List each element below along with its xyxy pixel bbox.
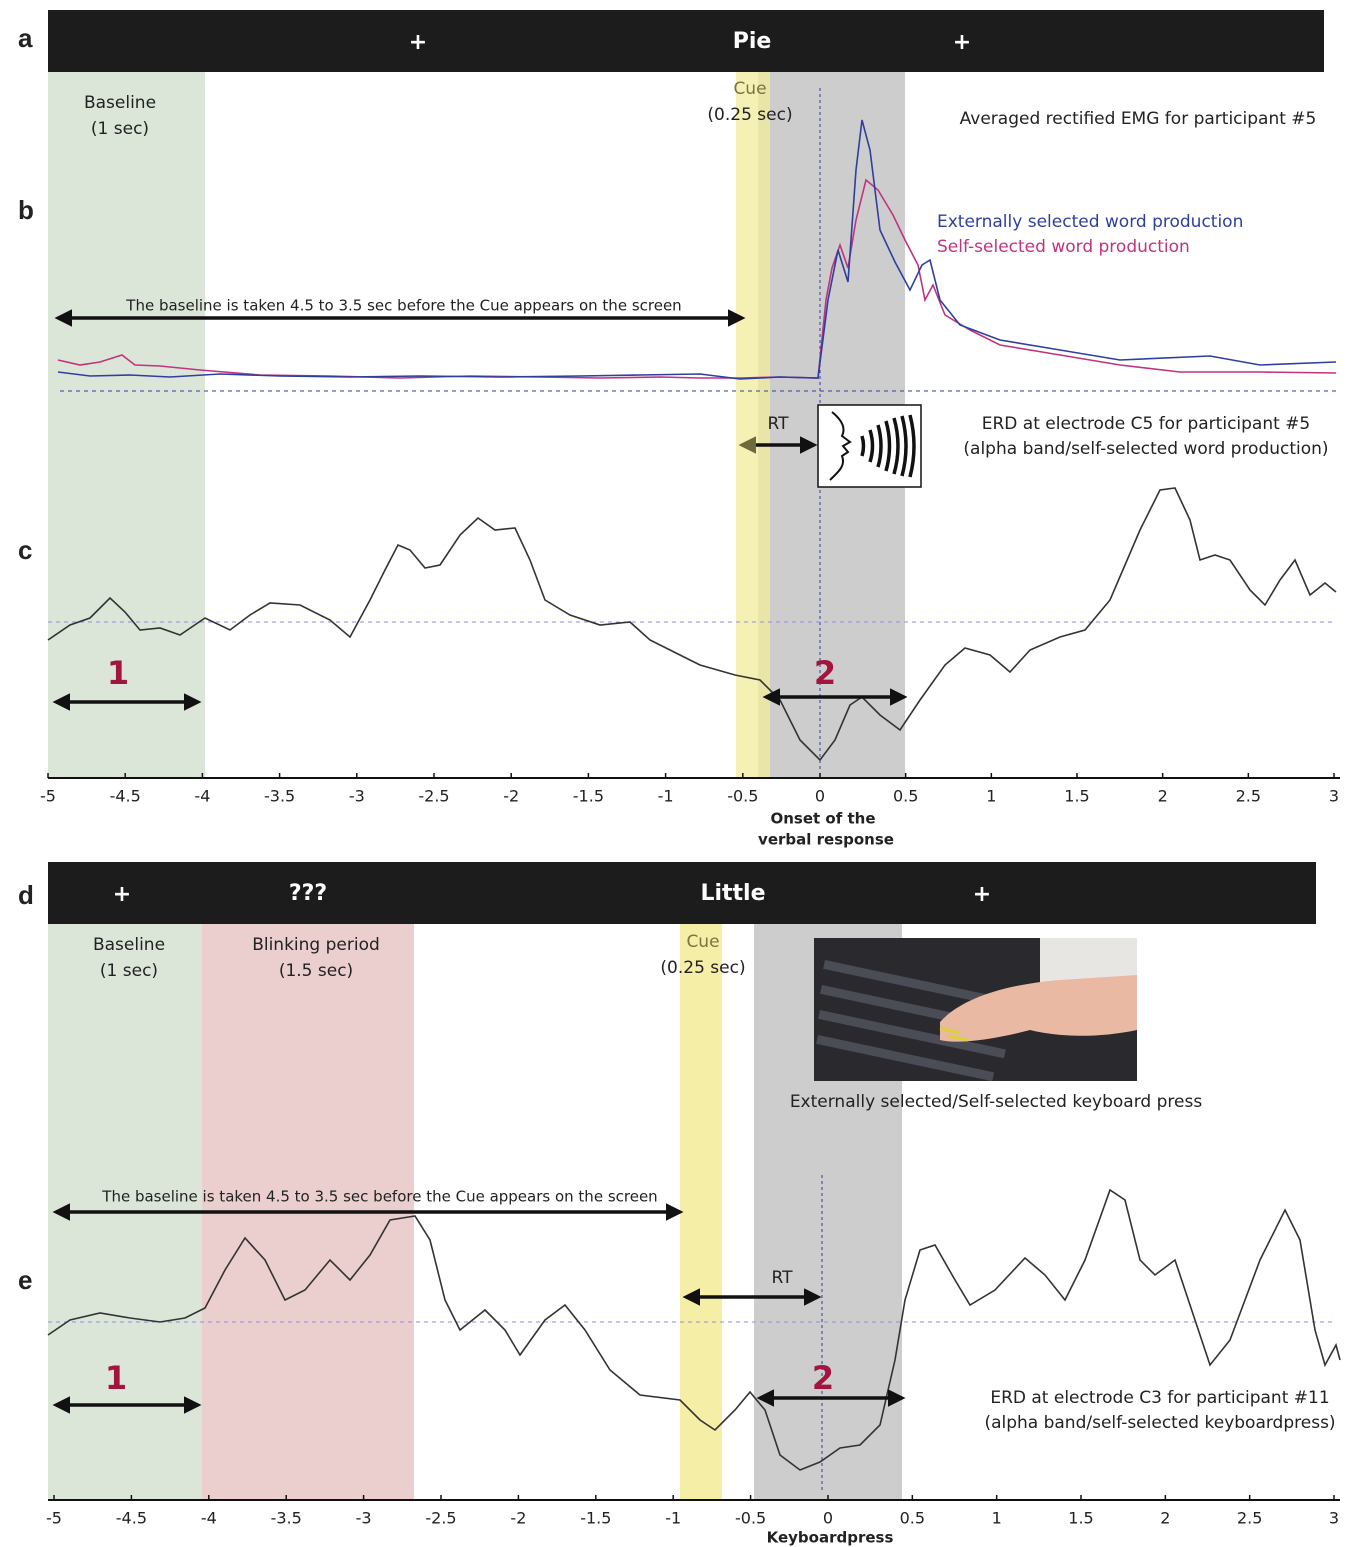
panel-title: (alpha band/self-selected word productio… bbox=[963, 439, 1328, 459]
baseline-note: The baseline is taken 4.5 to 3.5 sec bef… bbox=[125, 297, 681, 315]
x-tick-label: 1.5 bbox=[1068, 1509, 1093, 1528]
rt-label: RT bbox=[768, 414, 790, 434]
stimulus: Pie bbox=[733, 29, 772, 54]
x-tick-label: 3 bbox=[1329, 1509, 1339, 1528]
stimulus: Little bbox=[700, 881, 765, 906]
x-tick-label: -3.5 bbox=[271, 1509, 302, 1528]
x-tick-label: 3 bbox=[1329, 787, 1339, 806]
panel-label: e bbox=[18, 1265, 32, 1295]
x-tick-label: -1 bbox=[658, 787, 674, 806]
x-tick-label: -4.5 bbox=[116, 1509, 147, 1528]
stimulus-bar bbox=[48, 10, 1324, 72]
x-tick-label: -0.5 bbox=[727, 787, 758, 806]
x-tick-label: -1 bbox=[665, 1509, 681, 1528]
emg-curve bbox=[57, 119, 1337, 380]
speech-icon bbox=[817, 404, 922, 488]
panel-label: c bbox=[18, 535, 32, 565]
x-tick-label: -3 bbox=[356, 1509, 372, 1528]
emg-curve bbox=[57, 178, 1337, 379]
photo-caption: Externally selected/Self-selected keyboa… bbox=[790, 1092, 1203, 1112]
x-tick-label: -2 bbox=[503, 787, 519, 806]
x-tick-label: -3.5 bbox=[264, 787, 295, 806]
band-label: (0.25 sec) bbox=[707, 105, 792, 125]
band-label: (1 sec) bbox=[91, 119, 149, 139]
x-tick-label: 2.5 bbox=[1237, 1509, 1262, 1528]
x-tick-label: 0.5 bbox=[893, 787, 918, 806]
x-tick-label: -5 bbox=[46, 1509, 62, 1528]
cue-band bbox=[736, 72, 770, 778]
x-tick-label: -4 bbox=[201, 1509, 217, 1528]
x-axis-label: Keyboardpress bbox=[767, 1529, 894, 1547]
legend-entry: Externally selected word production bbox=[937, 212, 1243, 232]
x-axis-label: Onset of the bbox=[771, 810, 876, 828]
stimulus: ??? bbox=[289, 881, 327, 906]
baseline-band bbox=[48, 72, 205, 778]
x-axis-label: verbal response bbox=[758, 831, 894, 849]
band-label: (1.5 sec) bbox=[279, 961, 353, 981]
stimulus: + bbox=[113, 882, 131, 907]
x-tick-label: -2.5 bbox=[425, 1509, 456, 1528]
stimulus: + bbox=[973, 882, 991, 907]
interval-marker: 1 bbox=[105, 1359, 127, 1397]
x-tick-label: 1 bbox=[992, 1509, 1002, 1528]
panel-label: a bbox=[18, 23, 33, 53]
stimulus-bar bbox=[48, 862, 1316, 924]
x-tick-label: -4.5 bbox=[110, 787, 141, 806]
x-tick-label: -2.5 bbox=[418, 787, 449, 806]
rt-label: RT bbox=[772, 1268, 794, 1288]
erd-curve bbox=[47, 487, 1337, 762]
panel-label: b bbox=[18, 195, 34, 225]
interval-marker: 1 bbox=[107, 654, 129, 692]
band-label: Blinking period bbox=[252, 935, 380, 955]
cue-band bbox=[680, 924, 722, 1500]
interval-marker: 2 bbox=[812, 1359, 834, 1397]
panel-label: d bbox=[18, 880, 34, 910]
keyboard-photo bbox=[814, 938, 1137, 1082]
x-tick-label: -4 bbox=[194, 787, 210, 806]
baseline-note: The baseline is taken 4.5 to 3.5 sec bef… bbox=[101, 1188, 657, 1206]
x-tick-label: -3 bbox=[349, 787, 365, 806]
panel-title: (alpha band/self-selected keyboardpress) bbox=[984, 1413, 1335, 1433]
panel-title: ERD at electrode C5 for participant #5 bbox=[982, 414, 1311, 434]
x-tick-label: 0.5 bbox=[900, 1509, 925, 1528]
x-tick-label: 2 bbox=[1160, 1509, 1170, 1528]
band-label: Baseline bbox=[84, 93, 156, 113]
legend-entry: Self-selected word production bbox=[937, 237, 1190, 257]
stimulus: + bbox=[409, 30, 427, 55]
x-tick-label: -2 bbox=[510, 1509, 526, 1528]
x-tick-label: 0 bbox=[823, 1509, 833, 1528]
x-tick-label: 2 bbox=[1158, 787, 1168, 806]
panel-title: ERD at electrode C3 for participant #11 bbox=[990, 1388, 1329, 1408]
x-tick-label: -1.5 bbox=[573, 787, 604, 806]
x-tick-label: 2.5 bbox=[1236, 787, 1261, 806]
x-tick-label: -5 bbox=[40, 787, 56, 806]
band-label: Cue bbox=[733, 79, 766, 99]
band-label: (0.25 sec) bbox=[660, 958, 745, 978]
x-tick-label: 1.5 bbox=[1064, 787, 1089, 806]
band-label: Cue bbox=[686, 932, 719, 952]
interval-marker: 2 bbox=[814, 654, 836, 692]
x-tick-label: -0.5 bbox=[735, 1509, 766, 1528]
x-tick-label: 1 bbox=[986, 787, 996, 806]
stimulus: + bbox=[953, 30, 971, 55]
panel-title: Averaged rectified EMG for participant #… bbox=[960, 109, 1317, 129]
x-tick-label: 0 bbox=[815, 787, 825, 806]
band-label: (1 sec) bbox=[100, 961, 158, 981]
band-label: Baseline bbox=[93, 935, 165, 955]
x-tick-label: -1.5 bbox=[580, 1509, 611, 1528]
